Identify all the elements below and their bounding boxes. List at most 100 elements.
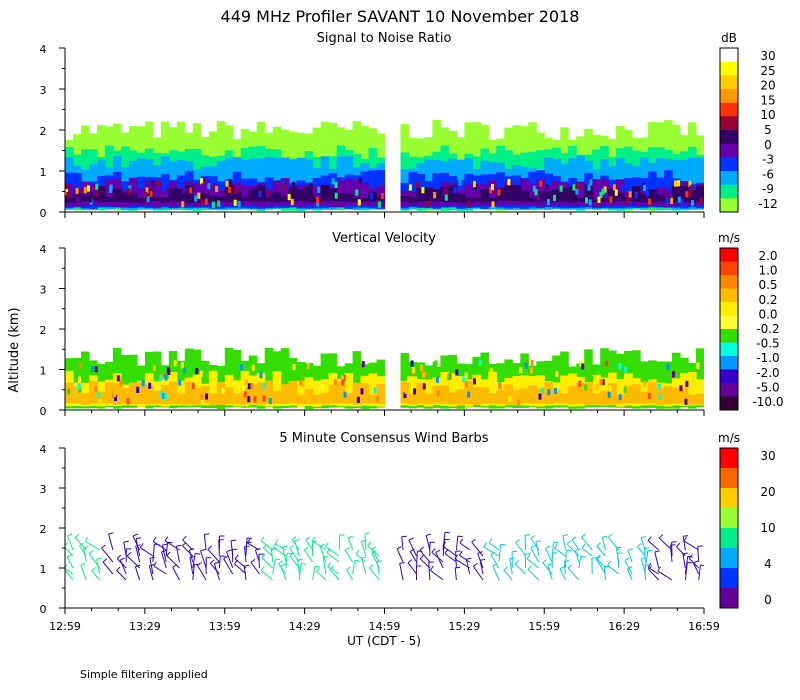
wind-barb-flag [396, 546, 402, 550]
wind-barb [524, 535, 527, 551]
wind-barb [608, 536, 620, 551]
heatmap-cell [65, 183, 74, 207]
wind-barb-flag [162, 543, 168, 546]
wind-barb-flag [289, 544, 294, 549]
wind-barb [429, 569, 444, 581]
speckle [432, 361, 436, 368]
wind-barb [647, 540, 660, 551]
speckle [331, 178, 335, 185]
wind-barb-flag [261, 553, 266, 558]
speckle [197, 192, 201, 199]
speckle [98, 399, 102, 406]
wind-barb-flag [454, 554, 459, 560]
speckle [116, 375, 120, 382]
heatmap-cell [176, 393, 186, 404]
speckle [306, 363, 310, 370]
speckle [228, 186, 231, 193]
heatmap-cell [320, 379, 330, 406]
heatmap-cell [336, 192, 346, 202]
wind-barb-flag [527, 565, 532, 570]
heatmap-cell [208, 195, 218, 203]
wind-barb [262, 547, 274, 557]
wind-barb [692, 562, 700, 575]
speckle [408, 184, 412, 191]
wind-barb [563, 561, 566, 575]
wind-barb [85, 541, 100, 551]
y-tick-label: 1 [40, 365, 47, 378]
speckle [182, 398, 186, 405]
speckle [422, 371, 425, 378]
wind-barb-flag [345, 547, 350, 551]
heatmap-cell [640, 391, 649, 404]
wind-barb [565, 550, 567, 569]
wind-barb [327, 566, 340, 575]
colorbar-frame [719, 247, 739, 411]
wind-barb [278, 563, 287, 575]
heatmap-cell [696, 348, 704, 408]
wind-barb [578, 556, 582, 569]
speckle [578, 380, 582, 387]
wind-barb-flag [280, 563, 286, 567]
colorbar-label: 0.2 [758, 293, 777, 307]
wind-barb-flag [581, 543, 586, 549]
heatmap-cell [664, 386, 673, 405]
heatmap-cell [344, 193, 354, 202]
wind-barb-flag [120, 557, 125, 561]
wind-barb [329, 568, 340, 581]
speckle [517, 399, 521, 406]
speckle [199, 370, 203, 377]
wind-barb [123, 541, 127, 557]
heatmap-cell [344, 179, 354, 206]
heatmap-cell [480, 387, 489, 404]
colorbar-swatch [720, 288, 738, 303]
speckle [113, 391, 117, 398]
speckle [629, 201, 633, 208]
wind-barb-flag [234, 554, 239, 560]
speckle [90, 191, 94, 198]
colorbar-swatch [720, 75, 738, 90]
wind-barb [289, 547, 300, 563]
wind-barb [234, 563, 247, 575]
speckle [670, 197, 674, 204]
wind-barb [325, 546, 340, 557]
heatmap-cell [232, 393, 242, 404]
wind-barb-flag [96, 557, 102, 560]
speckle [377, 201, 381, 208]
wind-barb-flag [135, 544, 141, 547]
wind-barb-flag [58, 560, 61, 564]
speckle [411, 367, 415, 374]
speckle [194, 195, 198, 202]
speckle [241, 387, 245, 394]
heatmap-cell [504, 384, 513, 405]
heatmap-cell [680, 185, 689, 203]
speckle [666, 363, 670, 370]
wind-barb-flag [274, 539, 279, 544]
wind-barb-flag [305, 536, 311, 541]
wind-barb [80, 564, 87, 581]
speckle [581, 363, 585, 370]
wind-barb-flag [683, 536, 688, 542]
speckle [423, 371, 427, 378]
heatmap-cell [184, 185, 194, 203]
speckle [247, 396, 251, 403]
wind-barb-flag [247, 538, 251, 544]
wind-barb-flag [553, 543, 558, 549]
speckle [250, 382, 254, 389]
heatmap-cell [552, 355, 561, 408]
heatmap-cell [112, 188, 122, 203]
wind-barb [488, 542, 500, 551]
speckle [434, 360, 438, 367]
y-tick-label: 4 [40, 43, 47, 56]
speckle [233, 199, 237, 206]
heatmap-cell [472, 184, 481, 206]
speckle [507, 179, 511, 186]
speckle [166, 367, 170, 374]
wind-barb [367, 545, 380, 557]
wind-barb [535, 541, 540, 557]
heatmap-cell [272, 192, 282, 203]
colorbar-swatch [720, 302, 738, 316]
speckle [589, 179, 593, 186]
speckle [473, 378, 476, 385]
wind-barb-flag [260, 566, 265, 571]
wind-barb [254, 549, 260, 563]
